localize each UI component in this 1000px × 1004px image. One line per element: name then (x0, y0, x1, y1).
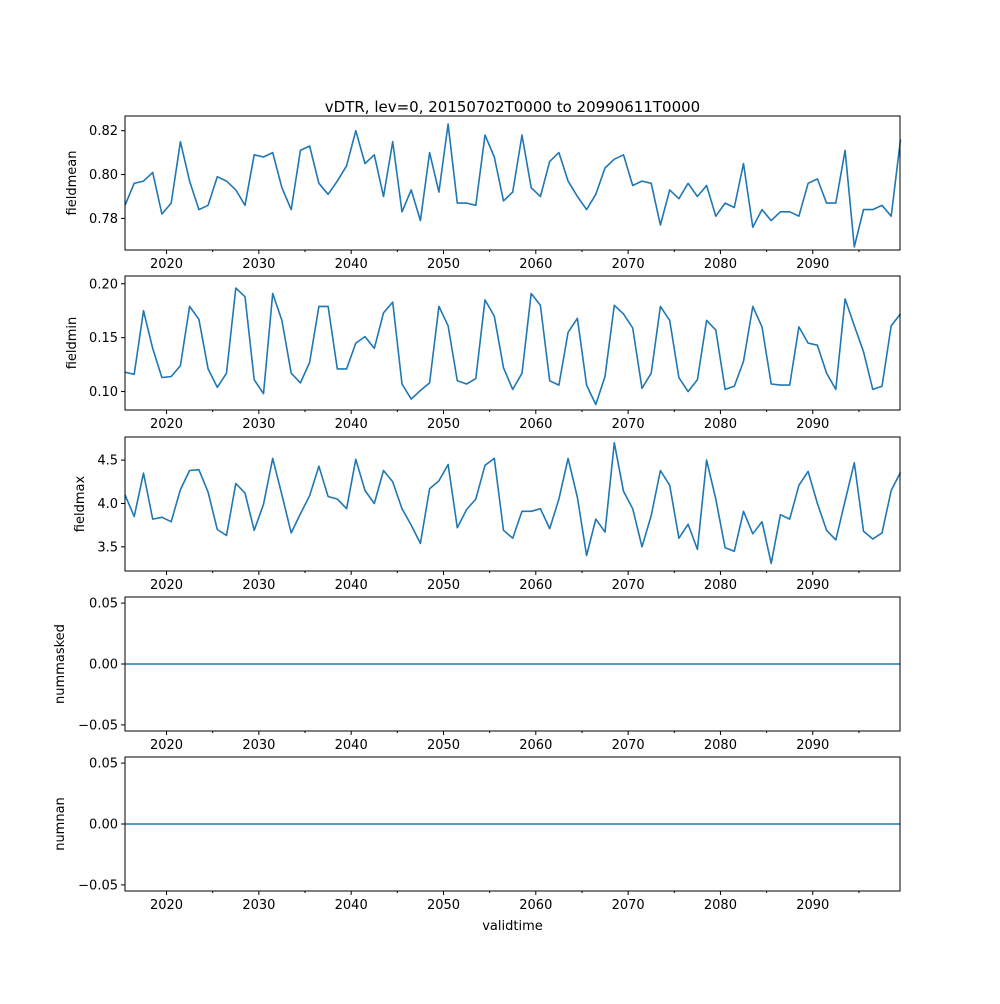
x-tick-label: 2040 (335, 578, 368, 593)
y-tick-label: 0.05 (89, 757, 118, 772)
x-tick-label: 2090 (796, 578, 829, 593)
y-tick-label: 0.15 (89, 331, 118, 346)
axes-frame (124, 115, 901, 251)
x-tick-label: 2060 (519, 898, 552, 913)
x-tick-label: 2020 (150, 898, 183, 913)
y-tick-label: 4.0 (97, 497, 118, 512)
x-tick-label: 2050 (427, 898, 460, 913)
x-tick-label: 2090 (796, 738, 829, 753)
x-tick-label: 2050 (427, 578, 460, 593)
series-line-fieldmean (124, 123, 902, 248)
x-tick-label: 2030 (242, 578, 275, 593)
x-tick-label: 2080 (704, 898, 737, 913)
x-tick-label: 2030 (242, 898, 275, 913)
x-tick-label: 2060 (519, 578, 552, 593)
y-tick-label: 3.5 (97, 540, 118, 555)
panel-fieldmin: 0.10 0.15 0.20 2020 2030 2040 2050 2060 2070 2080… (65, 275, 902, 432)
y-axis-label: numnan (53, 797, 68, 851)
x-tick-label: 2080 (704, 578, 737, 593)
y-tick-label: 0.00 (89, 818, 118, 833)
x-tick-label: 2030 (242, 417, 275, 432)
x-tick-label: 2020 (150, 417, 183, 432)
x-tick-label: 2070 (612, 578, 645, 593)
panel-fieldmax: 3.5 4.0 4.5 2020 2030 2040 2050 2060 2070 2080 209… (73, 436, 902, 593)
series-line-fieldmin (124, 287, 902, 406)
x-tick-label: 2080 (704, 417, 737, 432)
x-tick-label: 2040 (335, 417, 368, 432)
x-tick-label: 2070 (612, 417, 645, 432)
x-tick-label: 2090 (796, 257, 829, 272)
panel-numnan: −0.05 0.00 0.05 2020 2030 2040 2050 2060 2070 208… (53, 756, 901, 913)
y-tick-label: 0.20 (89, 277, 118, 292)
y-tick-label: 0.05 (89, 597, 118, 612)
x-tick-label: 2080 (704, 738, 737, 753)
y-axis-label: fieldmax (73, 476, 88, 533)
panel-fieldmean: 0.78 0.80 0.82 2020 2030 2040 2050 2060 2070 2080… (65, 115, 902, 272)
series-line-fieldmax (124, 441, 902, 565)
y-axis-label: fieldmean (65, 151, 80, 216)
x-tick-label: 2020 (150, 738, 183, 753)
axes-frame (124, 275, 901, 411)
x-tick-label: 2090 (796, 417, 829, 432)
x-tick-label: 2040 (335, 898, 368, 913)
x-tick-label: 2030 (242, 738, 275, 753)
y-tick-label: 0.78 (89, 212, 118, 227)
x-tick-label: 2030 (242, 257, 275, 272)
x-tick-label: 2060 (519, 257, 552, 272)
x-tick-label: 2040 (335, 738, 368, 753)
x-tick-label: 2070 (612, 898, 645, 913)
y-tick-label: −0.05 (78, 718, 118, 733)
y-tick-label: 4.5 (97, 454, 118, 469)
x-tick-label: 2050 (427, 738, 460, 753)
x-tick-label: 2050 (427, 417, 460, 432)
y-tick-label: 0.82 (89, 124, 118, 139)
axes-frame (124, 436, 901, 572)
x-tick-label: 2020 (150, 257, 183, 272)
x-tick-label: 2050 (427, 257, 460, 272)
x-tick-label: 2090 (796, 898, 829, 913)
y-tick-label: 0.10 (89, 385, 118, 400)
y-tick-label: −0.05 (78, 878, 118, 893)
y-axis-label: fieldmin (65, 317, 80, 370)
y-tick-label: 0.00 (89, 658, 118, 673)
x-tick-label: 2040 (335, 257, 368, 272)
x-tick-label: 2060 (519, 417, 552, 432)
x-tick-label: 2060 (519, 738, 552, 753)
x-tick-label: 2080 (704, 257, 737, 272)
y-axis-label: nummasked (53, 624, 68, 704)
x-tick-label: 2070 (612, 257, 645, 272)
chart-title: vDTR, lev=0, 20150702T0000 to 20990611T0… (325, 98, 700, 116)
x-tick-label: 2070 (612, 738, 645, 753)
y-tick-label: 0.80 (89, 168, 118, 183)
x-axis-label: validtime (482, 919, 543, 934)
x-tick-label: 2020 (150, 578, 183, 593)
panel-nummasked: −0.05 0.00 0.05 2020 2030 2040 2050 2060 2070 208… (53, 596, 901, 753)
